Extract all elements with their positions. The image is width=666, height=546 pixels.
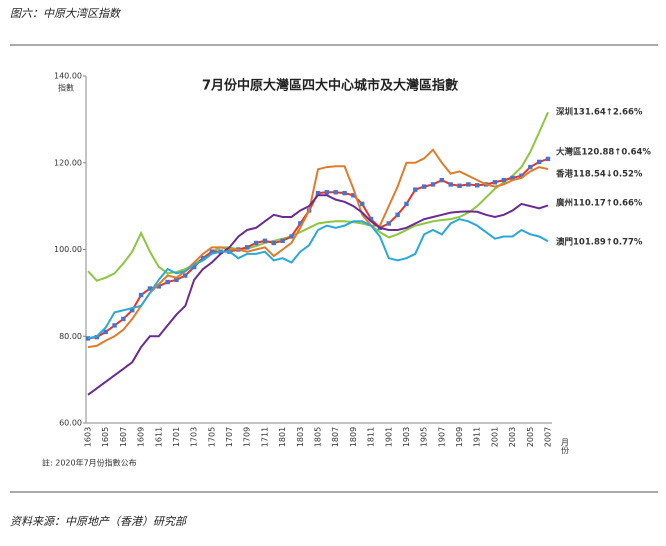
marker <box>404 201 409 207</box>
marker <box>360 201 365 207</box>
series-label: 香港118.54↓0.52% <box>555 169 643 180</box>
marker <box>510 175 515 181</box>
marker <box>528 164 533 170</box>
series-line <box>87 194 549 396</box>
y-tick-label: 140.00 <box>54 72 82 81</box>
x-tick-label: 1709 <box>243 427 252 447</box>
marker <box>289 234 294 239</box>
marker <box>315 190 321 196</box>
x-tick-label: 2001 <box>490 427 499 447</box>
marker <box>191 264 197 270</box>
marker <box>439 177 445 183</box>
marker <box>536 159 542 165</box>
chart-title: 7月份中原大灣區四大中心城市及大灣區指數 <box>202 78 458 94</box>
x-tick-label: 1703 <box>190 427 199 447</box>
x-tick-label: 1901 <box>384 427 393 447</box>
y-axis-label: 指數 <box>58 83 74 93</box>
marker <box>165 279 170 285</box>
marker <box>156 284 161 289</box>
marker <box>545 156 551 162</box>
marker <box>130 308 135 313</box>
marker <box>430 182 436 187</box>
x-tick-label: 1909 <box>455 427 464 447</box>
x-tick-label: 1801 <box>278 427 287 447</box>
marker <box>324 190 330 195</box>
marker <box>112 323 117 328</box>
y-tick-label: 60.00 <box>59 419 82 428</box>
series-label: 大灣區120.88↑0.64% <box>556 147 651 158</box>
marker <box>457 183 462 188</box>
series-line <box>87 218 549 340</box>
marker <box>466 182 471 187</box>
x-tick-label: 1611 <box>154 427 163 447</box>
x-tick-label: 1605 <box>101 427 110 447</box>
x-tick-label: 1707 <box>225 427 234 447</box>
x-tick-label: 1803 <box>296 427 305 447</box>
marker <box>245 245 250 250</box>
x-tick-label: 1711 <box>260 427 269 447</box>
y-tick-label: 100.00 <box>54 245 82 254</box>
x-tick-label: 1609 <box>137 427 146 447</box>
x-tick-label: 2003 <box>508 427 517 447</box>
marker <box>342 190 347 196</box>
x-axis-label: 月份 <box>561 438 570 455</box>
marker <box>298 221 303 226</box>
y-tick-label: 80.00 <box>59 332 82 341</box>
series-label: 澳門101.89↑0.77% <box>556 237 643 248</box>
marker <box>395 212 400 217</box>
x-tick-label: 1811 <box>367 427 376 447</box>
marker <box>333 190 338 195</box>
marker <box>368 216 374 222</box>
x-tick-label: 1809 <box>349 427 358 447</box>
x-tick-label: 1701 <box>172 427 181 447</box>
marker <box>475 183 480 188</box>
series-label: 廣州110.17↑0.66% <box>555 198 643 209</box>
x-tick-label: 1705 <box>207 427 216 447</box>
chart-note: 註: 2020年7月份指數公布 <box>42 458 137 468</box>
marker <box>121 316 126 322</box>
marker <box>492 180 498 185</box>
x-tick-label: 1905 <box>420 427 429 447</box>
x-tick-label: 1903 <box>402 427 411 447</box>
marker <box>280 238 285 244</box>
marker <box>519 173 524 178</box>
marker <box>271 240 276 246</box>
x-tick-label: 2005 <box>526 427 535 447</box>
source: 资料来源：中原地产（香港）研究部 <box>10 515 188 528</box>
x-tick-label: 1907 <box>437 427 446 447</box>
x-tick-label: 1607 <box>119 427 128 447</box>
marker <box>253 240 259 246</box>
marker <box>421 184 427 189</box>
marker <box>262 238 268 244</box>
marker <box>200 255 206 261</box>
x-tick-label: 2007 <box>544 427 553 447</box>
marker <box>103 329 108 335</box>
marker <box>386 221 391 226</box>
marker <box>147 286 153 291</box>
series-label: 深圳131.64↑2.66% <box>556 107 643 118</box>
marker <box>183 273 188 278</box>
marker <box>413 187 418 192</box>
marker <box>209 249 215 254</box>
marker <box>448 182 453 187</box>
x-tick-label: 1911 <box>473 427 482 447</box>
marker <box>501 177 506 183</box>
y-tick-label: 120.00 <box>54 158 82 167</box>
marker <box>138 292 144 298</box>
marker <box>174 277 179 283</box>
caption: 图六：中原大湾区指数 <box>10 7 122 20</box>
series-line <box>87 148 549 349</box>
x-tick-label: 1603 <box>84 427 93 447</box>
marker <box>351 193 356 198</box>
x-tick-label: 1807 <box>331 427 340 447</box>
x-tick-label: 1805 <box>314 427 323 447</box>
